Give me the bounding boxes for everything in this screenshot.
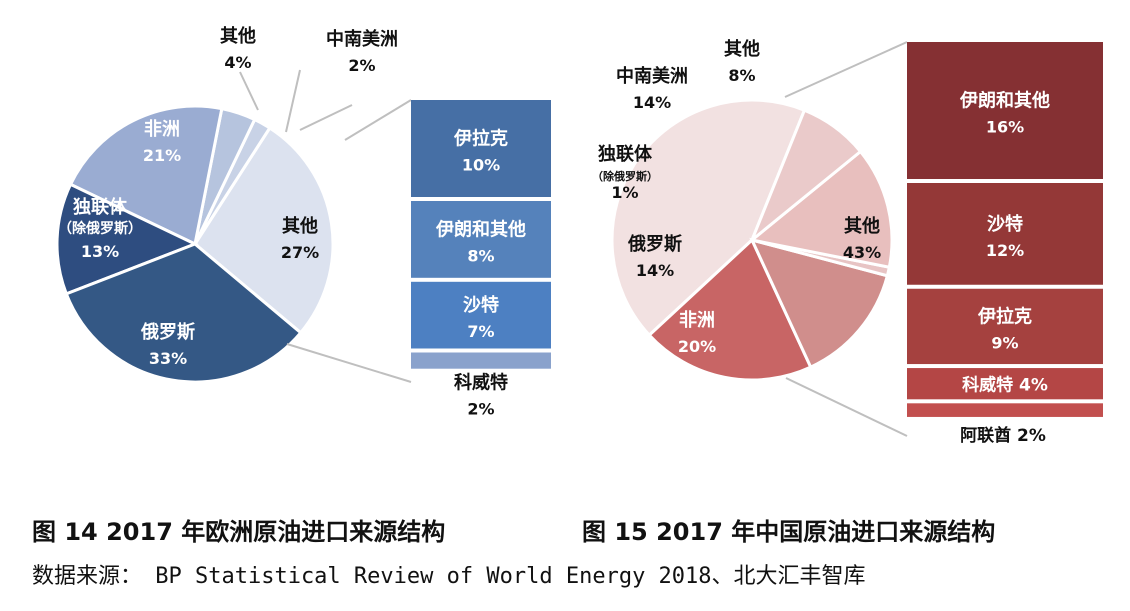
slice-value-label: 1%: [611, 183, 638, 202]
slice-value-label: 33%: [149, 349, 187, 368]
slice-value-label: 21%: [143, 146, 181, 165]
pie-chart-1: 其他 27% 中南美洲 2% 其他 4% 非洲 21% 独联体 （除俄罗斯） 13% 俄罗斯 33% 伊拉…: [55, 25, 551, 419]
breakdown-value-label: 7%: [467, 322, 494, 341]
breakdown-value-label: 9%: [991, 333, 1018, 352]
pie-charts-figure: 其他 27% 中南美洲 2% 其他 4% 非洲 21% 独联体 （除俄罗斯） 13% 俄罗斯 33% 伊拉…: [55, 25, 1103, 446]
slice-label: 中南美洲: [616, 65, 688, 87]
connector-line: [784, 41, 908, 98]
slice-sublabel: （除俄罗斯）: [592, 169, 658, 183]
pie-slice: [750, 108, 863, 242]
slice-value-label: 20%: [678, 337, 716, 356]
slice-value-label: 14%: [636, 261, 674, 280]
slice-value-label: 13%: [81, 242, 119, 261]
connector-line: [785, 377, 908, 437]
breakdown-label: 沙特: [463, 294, 499, 316]
slice-label: 独联体: [73, 196, 128, 218]
breakdown-bar-2: 伊朗和其他 16% 沙特 12% 伊拉克 9% 科威特 4% 阿联酋 2%: [907, 42, 1103, 446]
breakdown-segment: [411, 281, 551, 349]
slice-label: 俄罗斯: [140, 321, 195, 343]
slice-label: 非洲: [144, 118, 180, 140]
slice-label: 其他: [844, 215, 880, 237]
pie-slice: [749, 237, 890, 370]
breakdown-label: 沙特: [987, 213, 1023, 235]
breakdown-value-label: 12%: [986, 241, 1024, 260]
slice-label: 其他: [220, 25, 256, 47]
pie-slice: [55, 182, 199, 296]
breakdown-segment: [907, 403, 1103, 417]
figure-15-caption: 图 15 2017 年中国原油进口来源结构: [582, 518, 996, 546]
breakdown-value-label: 8%: [467, 246, 494, 265]
leader-line: [285, 69, 301, 133]
slice-value-label: 2%: [348, 56, 375, 75]
slice-label: 其他: [282, 215, 318, 237]
breakdown-segment: [907, 368, 1103, 400]
breakdown-segment: [907, 288, 1103, 365]
connector-line: [344, 99, 412, 141]
pie-chart-2: 其他 43% 非洲 20% 俄罗斯 14% 独联体 （除俄罗斯）1% 中南美洲 14% 其他 8% 伊朗…: [592, 38, 1103, 446]
pie-slice: [647, 237, 813, 382]
slice-label: 俄罗斯: [627, 233, 682, 255]
slice-value-label: 27%: [281, 243, 319, 262]
breakdown-segment: [411, 201, 551, 278]
pie-slice: [64, 242, 303, 384]
figure-14-caption: 图 14 2017 年欧洲原油进口来源结构: [32, 518, 446, 546]
slice-label: 非洲: [679, 309, 715, 331]
data-source-note: 数据来源： BP Statistical Review of World Ene…: [32, 564, 866, 589]
breakdown-value-label: 16%: [986, 118, 1024, 137]
breakdown-label: 伊朗和其他: [959, 90, 1050, 112]
breakdown-label: 科威特: [454, 372, 508, 394]
slice-value-label: 4%: [224, 53, 251, 72]
connector-line: [286, 343, 412, 383]
slice-sublabel: （除俄罗斯）: [58, 220, 142, 237]
breakdown-value-label: 2%: [467, 400, 494, 419]
leader-line: [239, 71, 259, 111]
breakdown-label: 科威特 4%: [962, 375, 1048, 396]
breakdown-value-label: 10%: [462, 156, 500, 175]
pie-slice: [193, 125, 335, 335]
breakdown-label: 伊拉克: [977, 305, 1032, 327]
breakdown-label: 伊朗和其他: [435, 218, 526, 240]
breakdown-segment: [907, 183, 1103, 285]
slice-label: 其他: [724, 38, 760, 60]
slice-label: 独联体: [598, 143, 653, 165]
slice-value-label: 8%: [728, 66, 755, 85]
leader-line: [299, 104, 353, 131]
pie-slice: [68, 104, 224, 247]
slice-value-label: 14%: [633, 93, 671, 112]
breakdown-segment: [411, 352, 551, 369]
breakdown-bar-1: 伊拉克 10% 伊朗和其他 8% 沙特 7% 科威特 2%: [411, 100, 551, 419]
breakdown-segment: [907, 42, 1103, 179]
breakdown-label: 阿联酋 2%: [960, 425, 1046, 446]
slice-value-label: 43%: [843, 243, 881, 262]
pie-slice: [748, 149, 894, 269]
breakdown-label: 伊拉克: [453, 128, 508, 150]
breakdown-segment: [411, 100, 551, 197]
pie-slice: [610, 98, 807, 338]
slice-label: 中南美洲: [326, 28, 398, 50]
